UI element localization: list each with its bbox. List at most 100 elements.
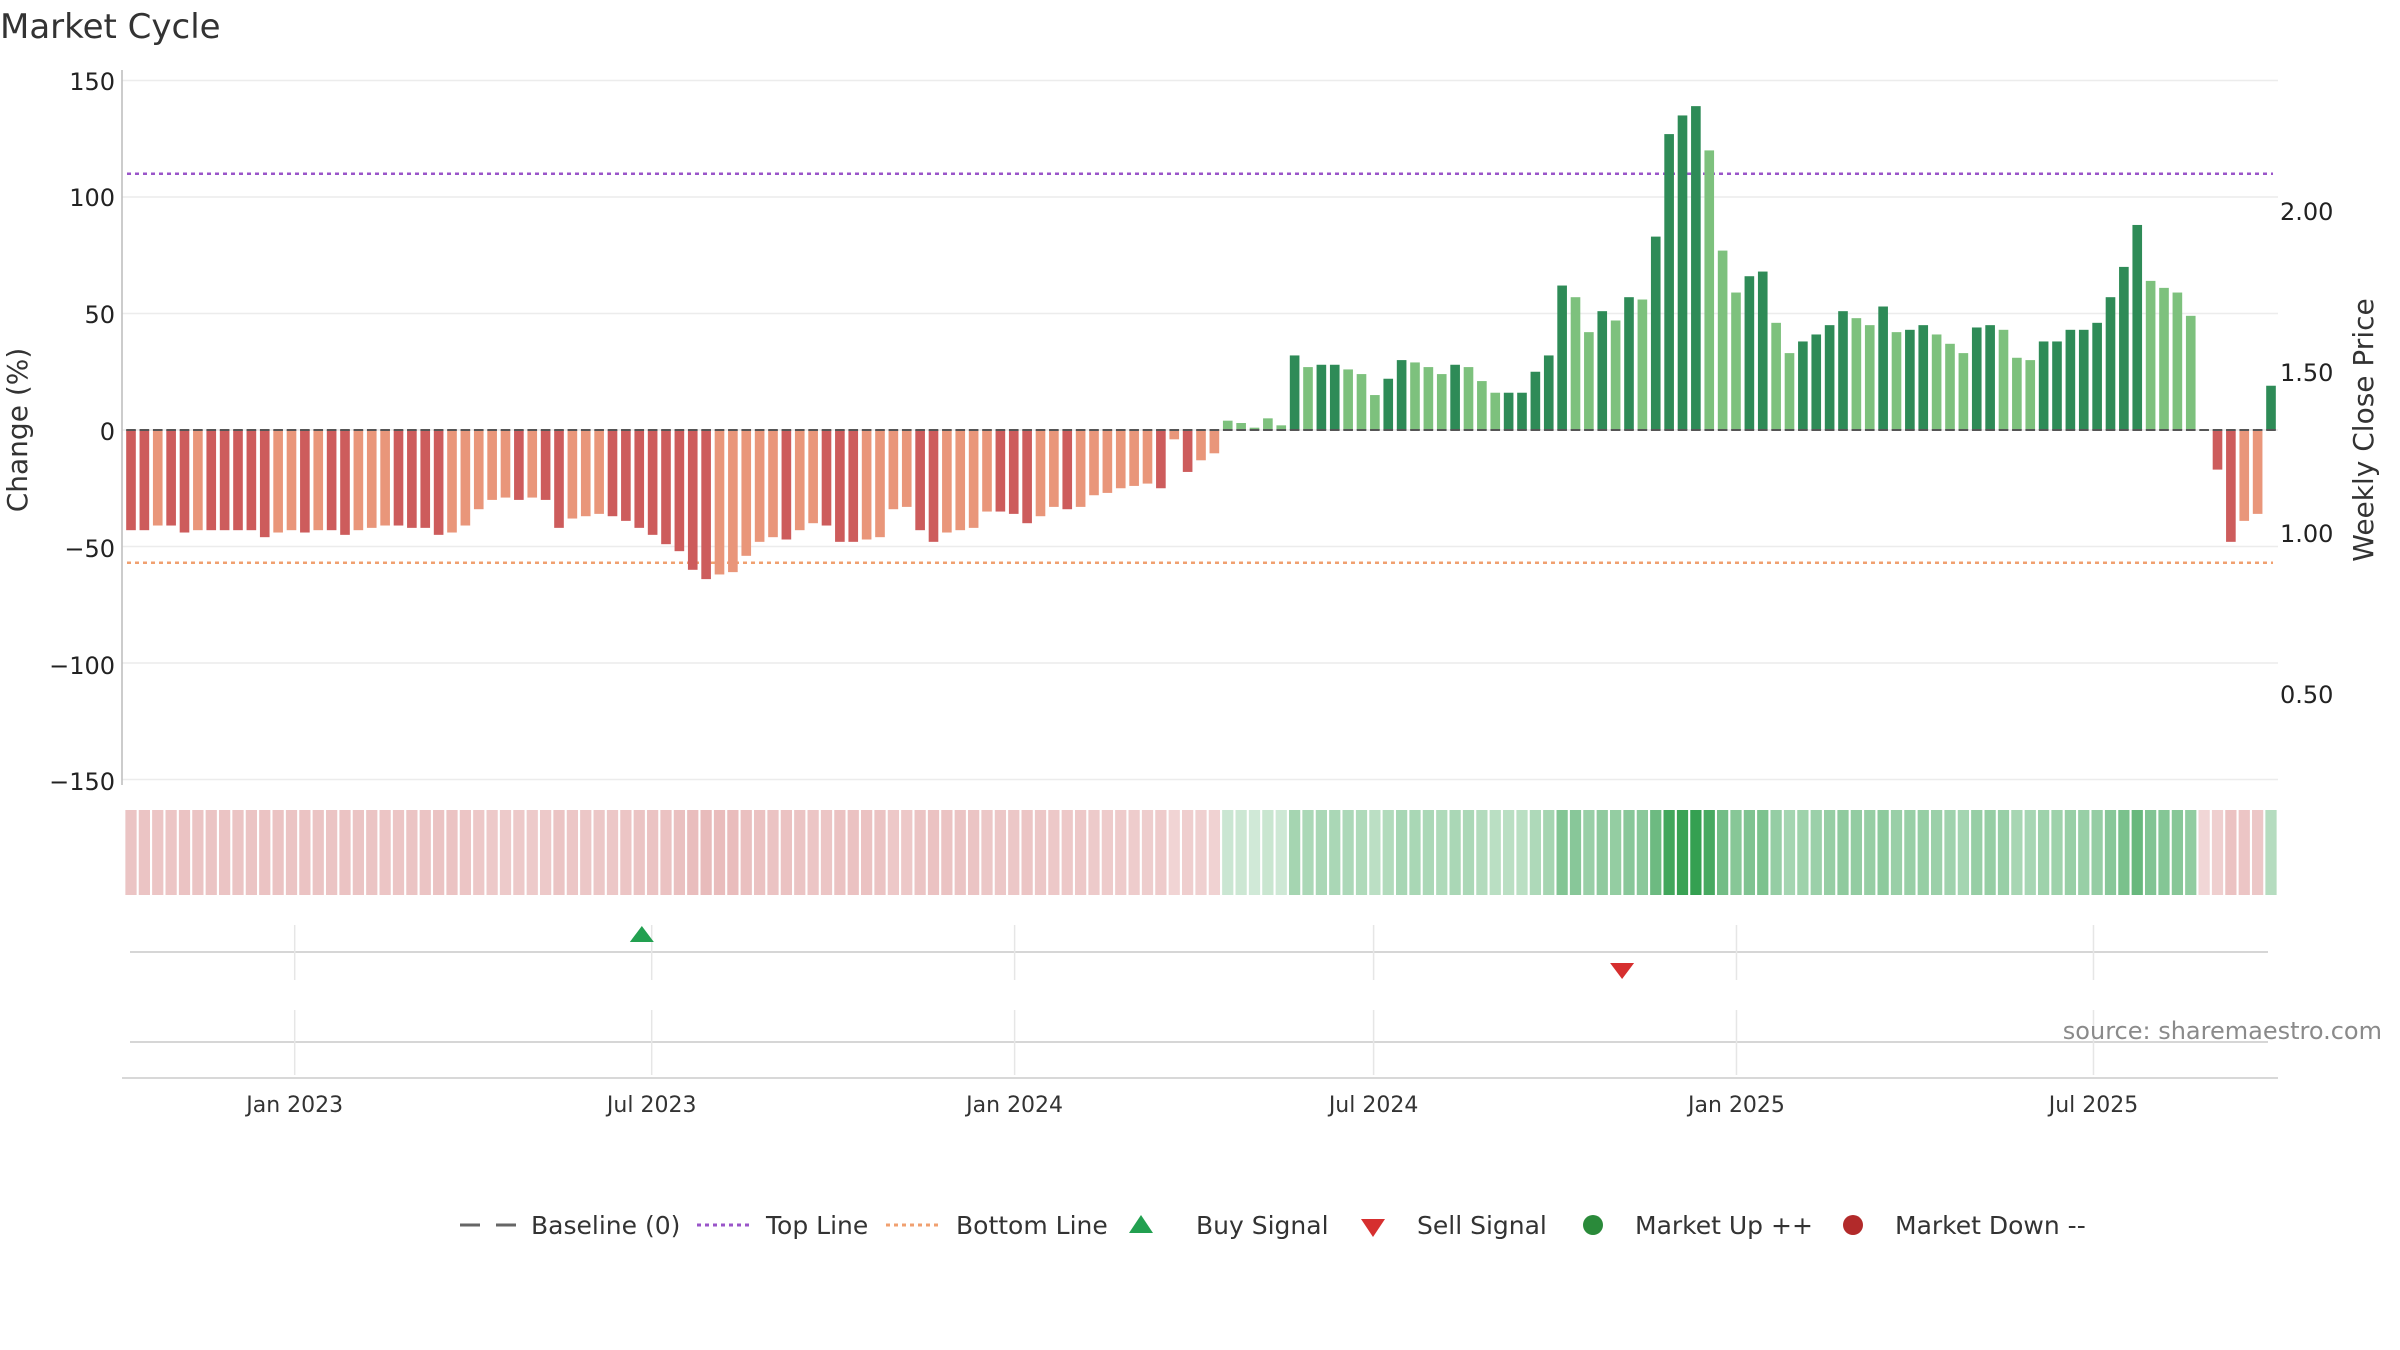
heat-cell <box>352 810 364 895</box>
bar <box>2159 287 2169 430</box>
legend-label: Top Line <box>765 1211 868 1240</box>
heat-cell <box>459 810 471 895</box>
heat-cell <box>1743 810 1755 895</box>
heat-cell <box>1355 810 1368 895</box>
bar <box>1236 423 1246 430</box>
bar-series <box>126 106 2276 580</box>
bar <box>621 430 631 521</box>
circle-icon <box>1583 1215 1603 1235</box>
heat-cell <box>526 810 538 895</box>
bar <box>580 430 591 517</box>
heat-cell <box>968 810 980 895</box>
bar <box>326 430 337 531</box>
heat-cell <box>1382 810 1394 895</box>
bar <box>1798 341 1808 430</box>
bar <box>1477 381 1487 430</box>
heat-cell <box>1275 810 1287 895</box>
bar <box>2185 315 2196 430</box>
legend-item-market-up: Market Up ++ <box>1583 1211 1813 1240</box>
bar <box>447 430 457 533</box>
heat-cell <box>780 810 792 895</box>
bar <box>1156 430 1166 489</box>
bar <box>2038 341 2049 430</box>
heat-cell <box>1208 810 1220 895</box>
bar <box>473 430 484 510</box>
heat-cell <box>1663 810 1675 895</box>
heat-cell <box>1489 810 1501 895</box>
bar <box>1824 325 1835 430</box>
heat-cell <box>259 810 271 895</box>
heat-cell <box>1155 810 1167 895</box>
heat-cell <box>1783 810 1796 895</box>
heat-cell <box>1329 810 1341 895</box>
bar <box>126 430 136 531</box>
heat-cell <box>2064 810 2076 895</box>
heat-cell <box>1583 810 1595 895</box>
heat-cell <box>2078 810 2090 895</box>
bar <box>647 430 658 535</box>
y2-tick-label: 1.00 <box>2280 520 2333 548</box>
heat-cell <box>339 810 351 895</box>
bar <box>460 430 471 526</box>
bar <box>2145 280 2156 430</box>
heat-cell <box>794 810 806 895</box>
bar <box>2239 430 2250 521</box>
bar <box>1811 334 1822 430</box>
bar <box>233 430 243 531</box>
bar <box>848 430 859 542</box>
bar <box>955 430 966 531</box>
bar <box>1035 430 1046 517</box>
heat-cell <box>861 810 873 895</box>
bar <box>968 430 979 528</box>
bar <box>1958 353 1969 430</box>
heat-cell <box>205 810 217 895</box>
legend-label: Market Down -- <box>1895 1211 2086 1240</box>
heat-cell <box>1088 810 1100 895</box>
heat-cell <box>245 810 257 895</box>
bar <box>1677 115 1688 430</box>
bar <box>1289 355 1300 430</box>
bar <box>1918 325 1929 430</box>
bar <box>1704 150 1715 430</box>
heat-cell <box>1984 810 1996 895</box>
bar <box>1249 427 1260 430</box>
bar <box>1864 325 1875 430</box>
bar <box>1664 134 1674 430</box>
heat-cell <box>1850 810 1862 895</box>
heat-cell <box>2024 810 2036 895</box>
heat-cell <box>740 810 752 895</box>
bar <box>1450 364 1460 430</box>
bar <box>1878 306 1888 430</box>
bar <box>1610 320 1621 430</box>
triangle-down-icon <box>1361 1219 1385 1237</box>
heat-cell <box>406 810 418 895</box>
legend-label: Bottom Line <box>956 1211 1108 1240</box>
heat-cell <box>700 810 712 895</box>
heat-cell <box>1636 810 1648 895</box>
heat-cell <box>125 810 137 895</box>
bar <box>687 430 698 570</box>
heat-cell <box>994 810 1006 895</box>
bar <box>1062 430 1073 510</box>
bar <box>420 430 431 528</box>
bar <box>286 430 297 531</box>
bar <box>1891 332 1902 430</box>
heat-cell <box>1957 810 1969 895</box>
bar <box>1650 236 1661 430</box>
bar <box>754 430 765 542</box>
heat-cell <box>1516 810 1528 895</box>
bar <box>1463 367 1474 430</box>
bar <box>1169 430 1180 440</box>
bar <box>741 430 752 556</box>
heat-cell <box>1315 810 1327 895</box>
heat-cell <box>1289 810 1301 895</box>
bar <box>1503 392 1514 430</box>
bar <box>380 430 390 526</box>
heat-cell <box>178 810 191 895</box>
heat-cell <box>901 810 913 895</box>
bar <box>2266 385 2276 430</box>
bar <box>2226 430 2236 542</box>
heat-cell <box>2118 810 2130 895</box>
heat-cell <box>1623 810 1635 895</box>
